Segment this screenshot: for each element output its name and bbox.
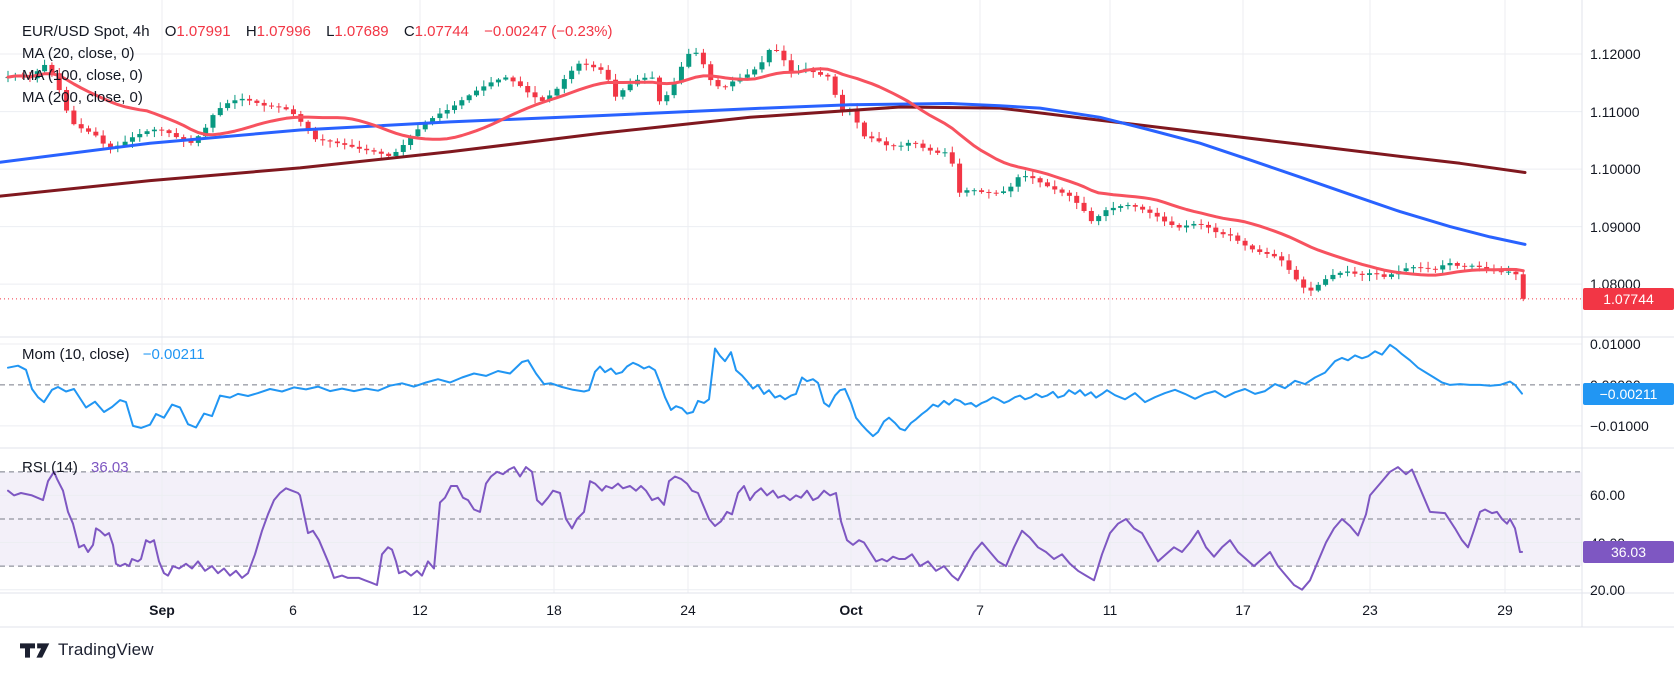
symbol-legend[interactable]: EUR/USD Spot, 4h O1.07991 H1.07996 L1.07… [22,21,613,109]
ma-100-legend[interactable]: MA (100, close, 0) [22,67,143,84]
ma-200-legend[interactable]: MA (200, close, 0) [22,89,143,106]
momentum-tick-−0.01000: −0.01000 [1590,417,1649,434]
time-tick-23: 23 [1362,602,1378,618]
time-tick-18: 18 [546,602,562,618]
ohlc-low: L1.07689 [326,23,389,40]
ma-20-legend[interactable]: MA (20, close, 0) [22,45,135,62]
tradingview-logo-text: TradingView [58,640,154,659]
rsi-legend[interactable]: RSI (14) 36.03 [22,457,129,479]
time-tick-17: 17 [1235,602,1251,618]
price-tick-1.11000: 1.11000 [1590,103,1640,120]
time-tick-6: 6 [289,602,297,618]
rsi-value-badge: 36.03 [1583,540,1674,563]
ohlc-high: H1.07996 [245,23,311,40]
momentum-value: −0.00211 [142,346,205,363]
rsi-value: 36.03 [91,459,129,476]
momentum-tick-0.01000: 0.01000 [1590,335,1641,352]
ohlc-open: O1.07991 [164,23,231,40]
time-tick-29: 29 [1497,602,1513,618]
momentum-value-badge: −0.00211 [1583,382,1674,405]
change-value: −0.00247 (−0.23%) [484,23,613,40]
price-tick-1.09000: 1.09000 [1590,218,1641,235]
price-tick-1.10000: 1.10000 [1590,161,1641,178]
rsi-tick-20.00: 20.00 [1590,581,1626,598]
symbol-title: EUR/USD Spot, 4h [22,23,150,40]
time-tick-11: 11 [1102,602,1118,618]
tradingview-logo[interactable]: TradingView [20,640,154,660]
momentum-label: Mom (10, close) [22,346,130,363]
price-tick-1.12000: 1.12000 [1590,46,1641,63]
time-tick-Oct: Oct [839,602,863,618]
rsi-label: RSI (14) [22,459,78,476]
time-tick-12: 12 [412,602,428,618]
time-tick-7: 7 [976,602,984,618]
ohlc-close: C1.07744 [403,23,469,40]
rsi-tick-60.00: 60.00 [1590,487,1626,504]
tradingview-logo-icon [20,642,50,658]
time-tick-24: 24 [680,602,696,618]
momentum-legend[interactable]: Mom (10, close) −0.00211 [22,344,205,366]
time-tick-Sep: Sep [149,602,175,618]
symbol-title-row[interactable]: EUR/USD Spot, 4h O1.07991 H1.07996 L1.07… [22,21,613,43]
last-price-badge: 1.07744 [1583,287,1674,310]
